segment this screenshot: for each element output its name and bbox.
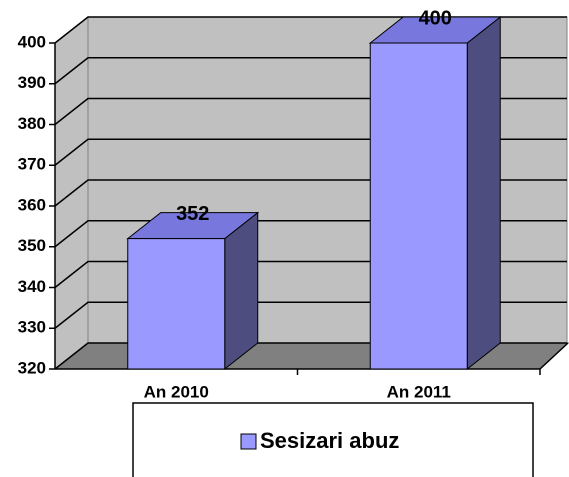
x-tick-label: An 2011 xyxy=(387,382,451,401)
bar xyxy=(369,42,468,370)
y-tick-label: 390 xyxy=(18,73,46,92)
y-tick-label: 330 xyxy=(18,318,46,337)
legend-label: Sesizari abuz xyxy=(260,428,399,453)
legend-box xyxy=(132,402,534,477)
x-axis-depth xyxy=(539,342,569,370)
x-tick-label: An 2010 xyxy=(144,382,209,401)
value-label: 400 xyxy=(419,7,452,29)
y-tick-label: 370 xyxy=(18,155,46,174)
value-label: 352 xyxy=(176,203,209,225)
y-tick-label: 380 xyxy=(18,114,46,133)
y-tick-label: 350 xyxy=(18,236,46,255)
y-tick-label: 320 xyxy=(18,358,46,377)
y-tick-label: 400 xyxy=(18,32,46,51)
bar-side xyxy=(466,15,501,371)
y-tick-label: 340 xyxy=(18,277,46,296)
legend-swatch xyxy=(240,433,257,450)
bar xyxy=(127,238,226,370)
y-tick-label: 360 xyxy=(18,195,46,214)
bar-side xyxy=(224,211,259,371)
